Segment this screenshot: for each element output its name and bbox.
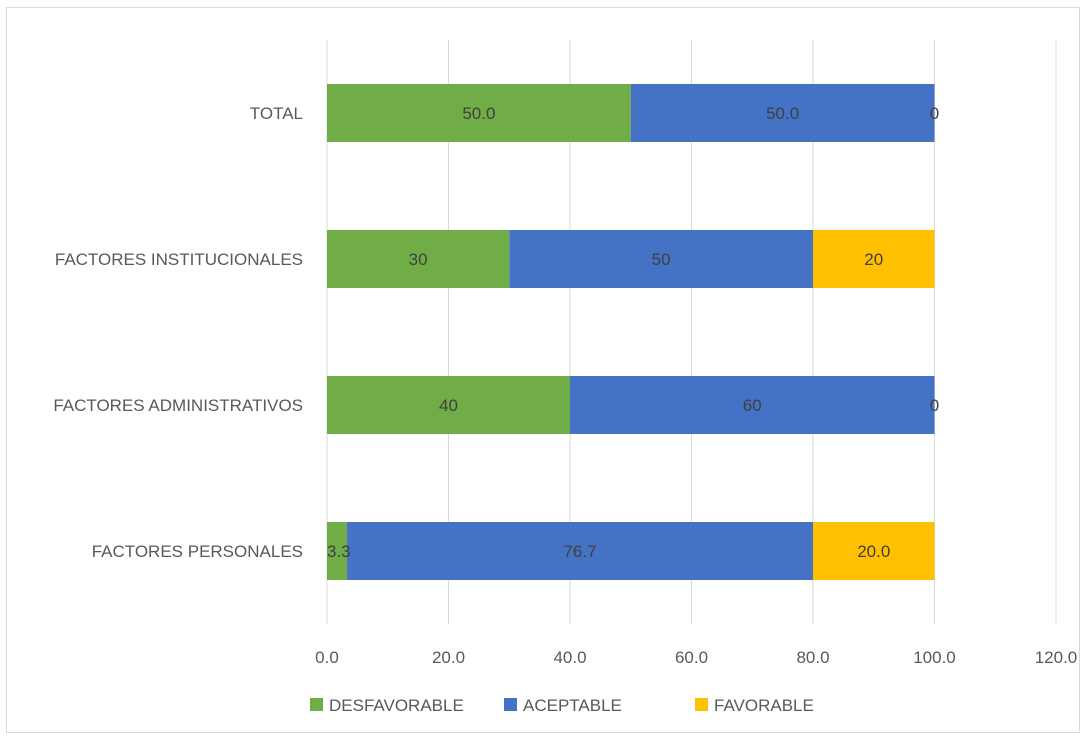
x-tick-label-4: 80.0: [796, 648, 829, 667]
data-label-2-0: 0: [930, 104, 939, 123]
data-label-1-0: 50.0: [766, 104, 799, 123]
data-label-0-3: 3.3: [327, 542, 351, 561]
category-axis: TOTAL FACTORES INSTITUCIONALES FACTORES AD…: [53, 104, 303, 561]
legend-swatch-1: [504, 698, 517, 711]
bar-1-1: [509, 230, 813, 288]
data-label-1-2: 60: [743, 396, 762, 415]
data-label-1-3: 76.7: [563, 542, 596, 561]
legend-swatch-0: [310, 698, 323, 711]
data-label-0-1: 30: [409, 250, 428, 269]
category-label-3: FACTORES PERSONALES: [92, 542, 303, 561]
x-tick-label-6: 120.0: [1035, 648, 1078, 667]
bars: [327, 84, 935, 580]
bar-0-2: [327, 376, 570, 434]
bar-2-3: [813, 522, 935, 580]
bar-1-0: [630, 84, 935, 142]
legend-label-2: FAVORABLE: [714, 696, 814, 715]
data-label-0-0: 50.0: [462, 104, 495, 123]
legend: DESFAVORABLE ACEPTABLE FAVORABLE: [310, 696, 814, 715]
legend-label-1: ACEPTABLE: [523, 696, 622, 715]
x-tick-label-5: 100.0: [913, 648, 956, 667]
data-label-1-1: 50: [652, 250, 671, 269]
x-tick-label-2: 40.0: [553, 648, 586, 667]
data-label-0-2: 40: [439, 396, 458, 415]
bar-1-3: [347, 522, 813, 580]
legend-label-0: DESFAVORABLE: [329, 696, 464, 715]
bar-0-3: [327, 522, 348, 580]
data-label-2-3: 20.0: [857, 542, 890, 561]
bar-0-0: [327, 84, 631, 142]
x-tick-label-0: 0.0: [315, 648, 339, 667]
value-axis: 0.0 20.0 40.0 60.0 80.0 100.0 120.0: [315, 648, 1077, 667]
x-tick-label-3: 60.0: [675, 648, 708, 667]
bar-1-2: [570, 376, 935, 434]
bar-2-1: [813, 230, 935, 288]
category-label-1: FACTORES INSTITUCIONALES: [55, 250, 303, 269]
data-labels: 50.0 50.0 0 30 50 20 40 60 0 3.3 76.7 20.0: [327, 104, 939, 561]
category-label-2: FACTORES ADMINISTRATIVOS: [53, 396, 303, 415]
bar-0-1: [327, 230, 510, 288]
data-label-2-1: 20: [864, 250, 883, 269]
category-label-0: TOTAL: [250, 104, 303, 123]
legend-swatch-2: [695, 698, 708, 711]
x-tick-label-1: 20.0: [432, 648, 465, 667]
data-label-2-2: 0: [930, 396, 939, 415]
